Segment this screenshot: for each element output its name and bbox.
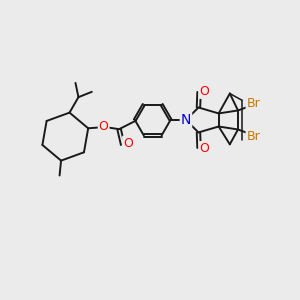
Text: O: O: [99, 120, 109, 133]
Text: N: N: [181, 113, 191, 127]
Text: Br: Br: [247, 98, 260, 110]
Text: O: O: [123, 137, 133, 150]
Text: O: O: [200, 142, 209, 155]
Text: Br: Br: [247, 130, 260, 142]
Text: O: O: [200, 85, 209, 98]
